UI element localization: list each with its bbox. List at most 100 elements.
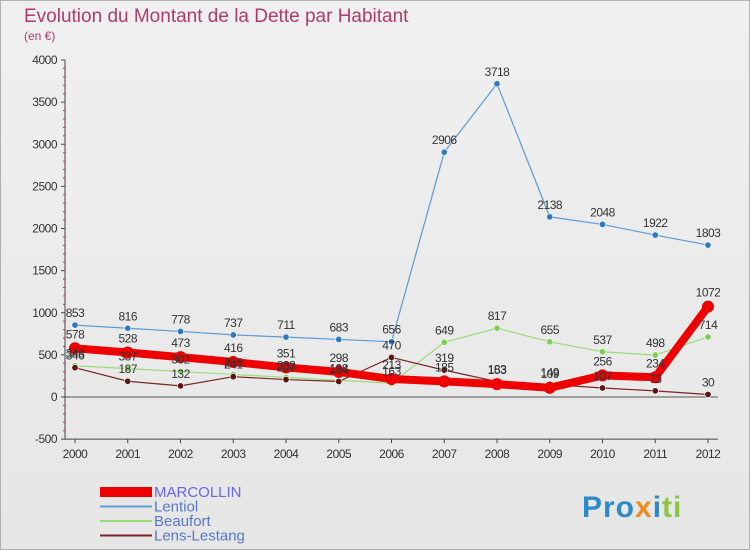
data-label: 185 [435, 360, 454, 374]
data-label: 714 [699, 318, 718, 332]
x-tick-label: 2004 [274, 447, 300, 461]
legend-swatch [100, 487, 152, 497]
axes: -500 0 500 1000 1500 2000 2500 3000 3500 4000 2000… [32, 53, 721, 461]
data-label: 537 [593, 333, 612, 347]
data-label: 256 [593, 354, 612, 368]
data-point [651, 231, 659, 239]
data-label: 1072 [696, 286, 722, 300]
data-label: 132 [171, 367, 190, 381]
data-point [229, 373, 237, 381]
data-label: 73 [649, 372, 662, 386]
data-label: 234 [646, 356, 665, 370]
data-point [546, 338, 554, 346]
data-label: 346 [66, 349, 85, 363]
data-label: 2048 [590, 205, 616, 219]
data-point [174, 351, 187, 364]
data-point [280, 361, 292, 374]
data-point [177, 382, 185, 390]
data-point [546, 213, 554, 221]
data-point [71, 321, 79, 329]
data-point [177, 327, 185, 335]
data-point [543, 381, 556, 394]
data-point [69, 342, 81, 355]
data-label: 187 [118, 362, 137, 376]
data-point [704, 241, 712, 249]
data-point [491, 378, 503, 391]
data-label: 1803 [696, 226, 722, 240]
data-point [440, 366, 448, 374]
x-tick-label: 2005 [326, 447, 352, 461]
x-tick-label: 2009 [537, 447, 563, 461]
data-point [702, 300, 714, 313]
data-label: 416 [224, 341, 243, 355]
data-label: 1922 [643, 216, 669, 230]
data-label: 109 [540, 367, 559, 381]
proxiti-logo: Proxiti [582, 491, 682, 524]
legend-label: Beaufort [154, 513, 212, 530]
data-label: 298 [329, 351, 348, 365]
y-tick-label: 500 [38, 348, 57, 362]
legend-label: Lens-Lestang [154, 528, 245, 545]
data-label: 319 [435, 351, 454, 365]
x-tick-label: 2011 [643, 447, 668, 461]
x-tick-label: 2008 [485, 447, 511, 461]
data-point [440, 338, 448, 346]
data-point [596, 369, 609, 382]
data-label: 351 [277, 346, 296, 360]
data-label: 737 [224, 316, 243, 330]
data-label: 578 [66, 327, 85, 341]
data-point [438, 375, 451, 388]
series-lens-lestang [71, 353, 712, 398]
data-label: 853 [66, 306, 85, 320]
data-point [704, 390, 712, 398]
data-label: 2138 [537, 198, 563, 212]
data-label: 498 [646, 336, 665, 350]
data-label: 348 [66, 347, 85, 361]
legend-item: Lens-Lestang [100, 528, 245, 545]
x-tick-label: 2002 [168, 447, 194, 461]
series-marcollin [69, 300, 714, 394]
data-label: 2906 [432, 133, 458, 147]
data-point [332, 365, 345, 378]
data-point [387, 353, 395, 361]
data-point [493, 80, 501, 88]
y-tick-label: 4000 [32, 53, 58, 67]
x-tick-label: 2012 [696, 447, 722, 461]
data-point [282, 333, 290, 341]
data-label: 473 [171, 336, 190, 350]
data-point [71, 364, 79, 372]
data-point [124, 377, 132, 385]
y-tick-label: 2500 [32, 179, 58, 193]
series-layer [69, 80, 714, 398]
y-tick-label: 1500 [32, 264, 58, 278]
y-tick-label: 3000 [32, 137, 58, 151]
data-label: 268 [224, 355, 243, 369]
data-point [649, 371, 662, 384]
legend-label: MARCOLLIN [154, 484, 242, 501]
data-point [121, 346, 134, 359]
data-point [335, 377, 343, 385]
x-tick-label: 2010 [590, 447, 616, 461]
data-point [598, 384, 606, 392]
data-label: 337 [118, 350, 137, 364]
chart-subtitle: (en €) [24, 29, 55, 43]
data-label: 183 [488, 363, 507, 377]
data-label: 778 [171, 312, 190, 326]
y-tick-label: 3500 [32, 95, 58, 109]
data-label: 184 [329, 362, 348, 376]
legend-item: MARCOLLIN [100, 484, 242, 501]
data-label: 213 [382, 358, 401, 372]
x-tick-label: 2007 [432, 447, 458, 461]
data-label: 198 [329, 361, 348, 375]
data-label: 153 [488, 363, 507, 377]
data-label: 149 [540, 365, 559, 379]
data-label: 655 [540, 323, 559, 337]
series-lentiol [71, 80, 712, 346]
chart-title: Evolution du Montant de la Dette par Hab… [24, 6, 409, 27]
data-point [598, 348, 606, 356]
y-tick-label: -500 [35, 432, 58, 446]
data-point [177, 368, 185, 376]
y-tick-label: 1000 [32, 306, 58, 320]
